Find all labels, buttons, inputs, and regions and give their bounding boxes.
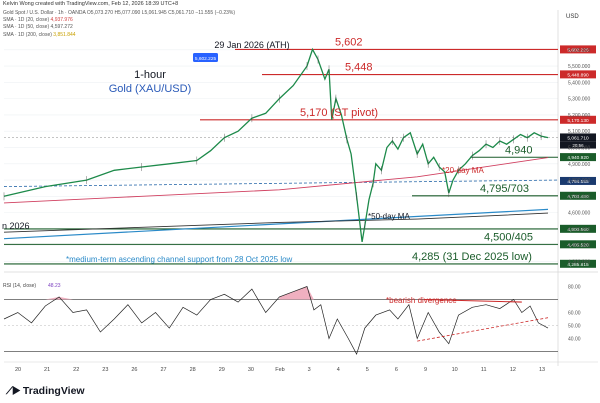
dashed-support-line [3,179,559,187]
price-axis-box [560,259,596,268]
price-axis-box [560,115,596,124]
x-tick-label: 30 [248,367,254,373]
x-tick-label: 23 [102,367,108,373]
channel-support-line [3,208,549,240]
y-tick-label: 4,400.000 [568,243,590,249]
support-label-1: 4,940 [505,144,533,156]
x-tick-label: 27 [160,367,166,373]
channel-annotation: *medium-term ascending channel support f… [66,255,293,264]
y-tick-label: 5,600.000 [568,48,590,54]
x-tick-label: 10 [452,367,458,373]
ath-price-box [193,53,218,62]
rsi-y-tick: 80.00 [568,285,581,291]
tradingview-wordmark: TradingView [22,385,85,397]
rsi-current-value: 48.23 [48,283,61,289]
price-axis-label: 4,940.920 [567,155,589,161]
price-axis-box [560,191,596,200]
rsi-y-tick: 50.00 [568,324,581,330]
x-tick-label: 9 [424,367,427,373]
rsi-y-tick: 60.00 [568,311,581,317]
x-tick-label: 26 [131,367,137,373]
resistance-label-2: 5,448 [345,62,373,74]
y-tick-label: 5,300.000 [568,97,590,103]
x-tick-label: 13 [539,367,545,373]
price-axis-label: 4,285.815 [567,262,589,268]
countdown-label: 20:56 [572,143,584,148]
price-axis-box [560,224,596,233]
y-tick-label: 5,500.000 [568,64,590,70]
currency-label: USD [566,14,579,20]
price-axis-box [560,176,596,185]
y-tick-label: 4,300.000 [568,259,590,265]
x-tick-label: 6 [395,367,398,373]
price-axis-label: 5,170.130 [567,118,589,124]
price-axis-box [560,45,596,54]
x-tick-label: 20 [15,367,21,373]
x-tick-label: Feb [275,367,284,373]
x-tick-label: 12 [510,367,516,373]
price-axis-box [560,70,596,79]
price-axis-label: 5,602.225 [567,47,589,53]
tradingview-logo[interactable]: ⟋▶ TradingView [6,385,85,397]
ath-price-text: 5,602.225 [195,56,217,62]
price-axis-box [560,153,596,162]
y-tick-label: 4,800.000 [568,178,590,184]
rsi-overbought-fill [279,286,321,300]
countdown-box [560,141,596,149]
sma50-annotation: *50-day MA [368,212,410,221]
x-tick-label: 28 [190,367,196,373]
x-tick-label: 21 [44,367,50,373]
legend: Gold Spot / U.S. Dollar · 1h · OANDA O5,… [3,10,235,39]
legend-row-sma200: SMA · 1D (200, close) 3,851.844 [3,31,76,38]
price-axis-label: 5,448.890 [567,72,589,78]
support-label-3: 4,500/405 [484,231,533,243]
rsi-y-tick: 40.00 [568,337,581,343]
ath-annotation: 29 Jan 2026 (ATH) [214,40,289,50]
y-tick-label: 5,100.000 [568,129,590,135]
sma-20-line [3,157,549,204]
resistance-label-3: 5,170 (ST pivot) [300,107,378,119]
y-tick-label: 4,500.000 [568,227,590,233]
price-axis-label: 4,405.520 [567,242,589,248]
support-label-2: 4,795/703 [480,183,529,195]
x-tick-label: 3 [308,367,311,373]
y-tick-label: 5,400.000 [568,80,590,86]
rsi-line [3,286,549,356]
legend-row-sma20: SMA · 1D (20, close) 4,937.976 [3,17,73,24]
price-axis-label: 4,500.560 [567,227,589,233]
x-tick-label: 29 [219,367,225,373]
x-tick-label: 5 [366,367,369,373]
chart-title: 1-hour [134,69,166,81]
divergence-annotation: *bearish divergence [386,296,457,305]
y-tick-label: 4,600.000 [568,211,590,217]
price-axis-label: 5,061.710 [567,135,589,141]
resistance-label-1: 5,602 [335,36,363,48]
tradingview-mark-icon: ⟋▶ [6,385,21,397]
chart-credit: Kelvin Wong created with TradingView.com… [3,1,179,7]
price-axis-box [560,133,596,142]
x-tick-label: 11 [481,367,487,373]
support-label-4: 4,285 (31 Dec 2025 low) [412,251,532,263]
price-axis-label: 4,703.480 [567,194,589,200]
chart-subtitle: Gold (XAU/USD) [109,83,192,95]
rsi-rising-line [417,317,549,342]
legend-row-symbol: Gold Spot / U.S. Dollar · 1h · OANDA O5,… [3,10,236,16]
rsi-title: RSI (14, close) [3,283,36,289]
y-tick-label: 4,700.000 [568,194,590,200]
price-line [3,47,549,243]
y-tick-label: 5,000.000 [568,145,590,151]
price-axis-label: 4,794.555 [567,179,589,185]
divergence-line [424,298,522,303]
rsi-overbought-fill [45,296,73,300]
price-axis-box [560,240,596,249]
partial-date-annotation: n 2026 [2,221,30,231]
x-tick-label: 4 [337,367,340,373]
sma20-annotation: *20-day MA [442,166,484,175]
sma-50-line [3,212,549,233]
legend-row-sma50: SMA · 1D (50, close) 4,597.272 [3,24,73,31]
y-tick-label: 4,900.000 [568,162,590,168]
y-tick-label: 5,200.000 [568,113,590,119]
x-tick-label: 22 [73,367,79,373]
